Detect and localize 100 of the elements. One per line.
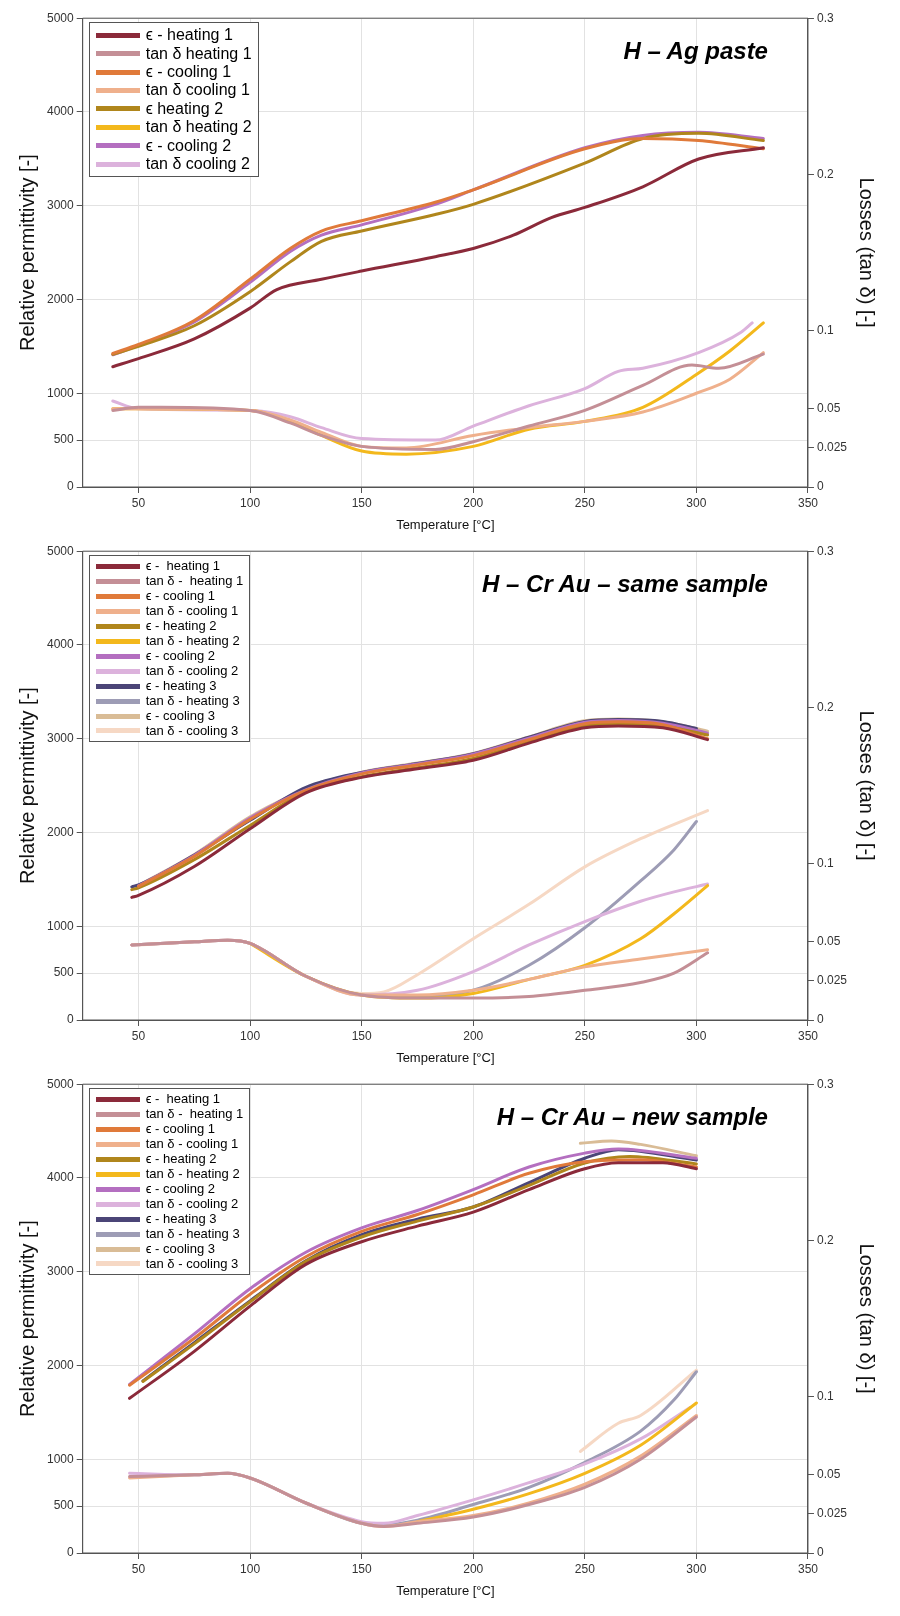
y-tick-label: 3000 xyxy=(46,198,75,213)
x-axis-title: Temperature [°C] xyxy=(396,1582,495,1598)
x-tick-label: 250 xyxy=(574,1561,596,1576)
x-tick-label: 350 xyxy=(797,1028,819,1043)
legend-label: tan δ heating 2 xyxy=(145,118,252,137)
x-tick-label: 200 xyxy=(463,495,484,510)
legend-label: tan δ - cooling 2 xyxy=(145,1195,239,1212)
y-tick-label: 500 xyxy=(53,432,75,447)
y-tick-label: 2000 xyxy=(46,1357,75,1372)
y-axis-title: Relative permittivity [-] xyxy=(15,1220,38,1417)
y2-tick-label: 0 xyxy=(816,1012,824,1027)
legend-label: tan δ - heating 1 xyxy=(145,1106,244,1123)
legend-label: ϵ - cooling 3 xyxy=(145,707,216,724)
y2-tick-label: 0.2 xyxy=(816,699,834,714)
y2-tick-label: 0 xyxy=(816,1545,824,1560)
text: H – Cr Au – new sample xyxy=(496,1102,768,1130)
legend-label: ϵ - heating 1 xyxy=(145,26,233,45)
y2-tick-label: 0.025 xyxy=(816,1506,848,1521)
legend-label: ϵ - cooling 3 xyxy=(145,1240,216,1257)
y2-axis-title: Losses (tan δ) [-] xyxy=(856,1243,879,1394)
y-tick-label: 0 xyxy=(67,1012,75,1027)
y-tick-label: 4000 xyxy=(46,1170,75,1185)
legend-label: ϵ - heating 1 xyxy=(145,558,221,575)
legend-label: tan δ cooling 2 xyxy=(145,154,250,174)
y2-axis-title: Losses (tan δ) [-] xyxy=(856,710,879,861)
x-tick-label: 100 xyxy=(240,1028,261,1043)
legend-label: ϵ - cooling 1 xyxy=(145,588,216,604)
y-tick-label: 4000 xyxy=(46,637,75,652)
y2-tick-label: 0.05 xyxy=(816,934,841,949)
x-tick-label: 50 xyxy=(131,1561,146,1576)
x-tick-label: 350 xyxy=(797,495,819,510)
legend-label: tan δ - cooling 1 xyxy=(145,603,239,619)
x-axis-title: Temperature [°C] xyxy=(396,516,495,532)
y-tick-label: 0 xyxy=(67,1545,75,1560)
legend-label: ϵ - cooling 2 xyxy=(145,1180,216,1197)
legend-label: tan δ - heating 2 xyxy=(145,1165,240,1182)
legend-label: ϵ - heating 2 xyxy=(145,1150,217,1167)
y-tick-label: 0 xyxy=(67,479,75,494)
y2-tick-label: 0.3 xyxy=(816,10,834,25)
y2-tick-label: 0.2 xyxy=(816,1232,834,1247)
legend-label: tan δ - cooling 2 xyxy=(145,662,239,679)
legend-label: ϵ - heating 3 xyxy=(145,677,217,694)
y-tick-label: 1000 xyxy=(46,385,75,400)
x-tick-label: 100 xyxy=(240,495,261,510)
legend-label: ϵ - heating 2 xyxy=(145,617,217,634)
x-tick-label: 200 xyxy=(463,1028,484,1043)
legend-label: tan δ - cooling 3 xyxy=(145,722,239,739)
legend-label: tan δ - heating 1 xyxy=(145,573,244,590)
legend-label: tan δ cooling 1 xyxy=(145,81,250,100)
y-tick-label: 5000 xyxy=(46,543,75,558)
legend-label: tan δ - heating 3 xyxy=(145,692,240,709)
x-tick-label: 250 xyxy=(574,495,596,510)
text: H – Cr Au – same sample xyxy=(482,569,768,597)
y2-axis-title: Losses (tan δ) [-] xyxy=(856,177,879,328)
y2-tick-label: 0.1 xyxy=(816,856,834,871)
y-tick-label: 5000 xyxy=(46,10,75,25)
y-tick-label: 3000 xyxy=(46,1264,75,1279)
legend-label: tan δ - cooling 3 xyxy=(145,1255,239,1272)
x-tick-label: 150 xyxy=(351,1028,372,1043)
x-tick-label: 250 xyxy=(574,1028,596,1043)
y-tick-label: 3000 xyxy=(46,731,75,746)
y-tick-label: 1000 xyxy=(46,1451,75,1466)
legend-label: ϵ - heating 1 xyxy=(145,1091,221,1108)
legend-label: ϵ - cooling 2 xyxy=(145,647,216,664)
x-tick-label: 350 xyxy=(797,1561,819,1576)
y-axis-title: Relative permittivity [-] xyxy=(15,687,38,884)
x-tick-label: 200 xyxy=(463,1561,484,1576)
x-tick-label: 150 xyxy=(351,495,372,510)
y2-tick-label: 0.025 xyxy=(816,440,848,455)
y-tick-label: 2000 xyxy=(46,824,75,839)
x-tick-label: 100 xyxy=(240,1561,261,1576)
y2-tick-label: 0.1 xyxy=(816,1389,834,1404)
x-tick-label: 50 xyxy=(131,495,146,510)
y-tick-label: 1000 xyxy=(46,918,75,933)
y2-tick-label: 0.05 xyxy=(816,401,841,416)
x-axis-title: Temperature [°C] xyxy=(396,1049,495,1065)
y2-tick-label: 0.05 xyxy=(816,1467,841,1482)
y2-tick-label: 0.1 xyxy=(816,323,834,338)
x-tick-label: 150 xyxy=(351,1561,372,1576)
y2-tick-label: 0.3 xyxy=(816,543,834,558)
y-tick-label: 500 xyxy=(53,1498,75,1513)
y-tick-label: 500 xyxy=(53,965,75,980)
y-axis-title: Relative permittivity [-] xyxy=(15,154,38,351)
y2-tick-label: 0.3 xyxy=(816,1076,834,1091)
x-tick-label: 300 xyxy=(686,1561,707,1576)
x-tick-label: 300 xyxy=(686,1028,707,1043)
legend-label: ϵ heating 2 xyxy=(145,99,224,119)
legend-label: ϵ - cooling 2 xyxy=(145,136,232,155)
legend-label: ϵ - cooling 1 xyxy=(145,62,232,82)
y2-tick-label: 0.2 xyxy=(816,166,834,181)
y2-tick-label: 0.025 xyxy=(816,973,848,988)
text: H – Ag paste xyxy=(623,36,768,64)
legend-label: tan δ - cooling 1 xyxy=(145,1136,239,1152)
y-tick-label: 2000 xyxy=(46,291,75,306)
legend-label: tan δ - heating 3 xyxy=(145,1225,240,1242)
y-tick-label: 5000 xyxy=(46,1076,75,1091)
y2-tick-label: 0 xyxy=(816,479,824,494)
legend-label: ϵ - cooling 1 xyxy=(145,1121,216,1137)
x-tick-label: 300 xyxy=(686,495,707,510)
x-tick-label: 50 xyxy=(131,1028,146,1043)
